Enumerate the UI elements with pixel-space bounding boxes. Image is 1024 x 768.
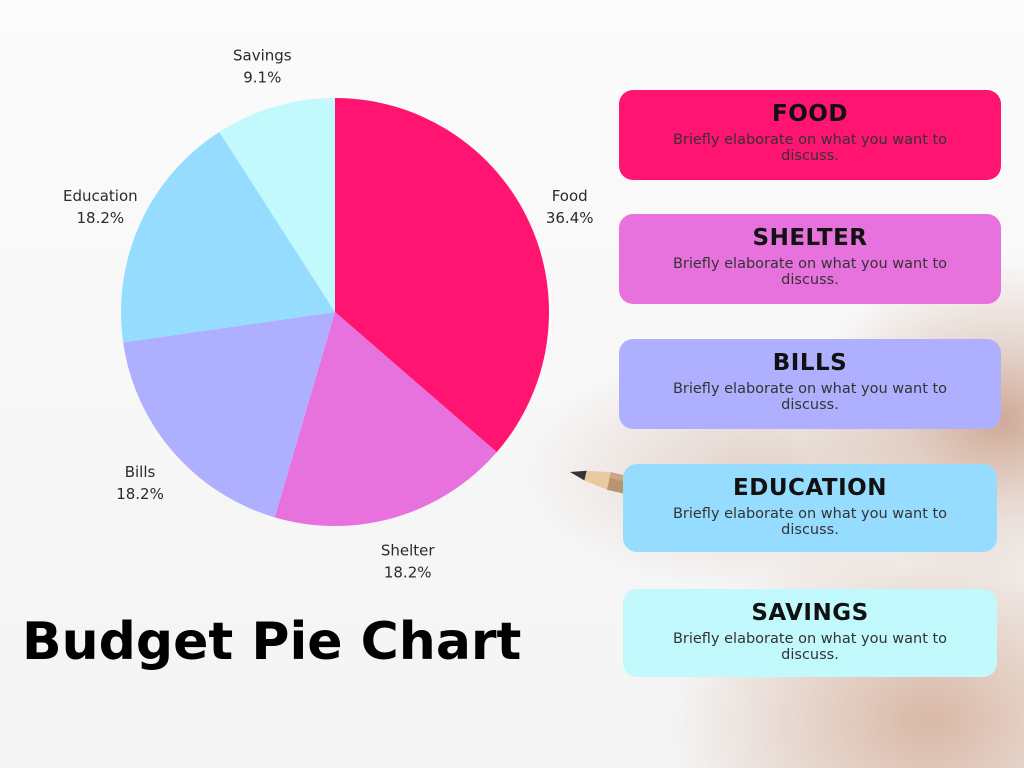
pie-slice-education — [121, 131, 335, 343]
card-text: Briefly elaborate on what you want to di… — [672, 631, 948, 663]
pie-label-savings: Savings 9.1% — [233, 46, 292, 86]
card-heading: SHELTER — [752, 225, 868, 251]
card-heading: EDUCATION — [733, 475, 887, 501]
pie-slice-savings — [219, 98, 335, 312]
pie-label-food: Food 36.4% — [546, 187, 594, 227]
card-heading: BILLS — [772, 350, 848, 376]
card-shelter: SHELTER Briefly elaborate on what you wa… — [619, 214, 1001, 304]
card-heading: FOOD — [772, 101, 848, 127]
pie-slice-shelter — [274, 312, 497, 526]
pie-label-bills: Bills 18.2% — [116, 463, 164, 503]
card-text: Briefly elaborate on what you want to di… — [672, 132, 948, 164]
card-text: Briefly elaborate on what you want to di… — [672, 506, 948, 538]
pie-label-education: Education 18.2% — [63, 187, 138, 227]
card-food: FOOD Briefly elaborate on what you want … — [619, 90, 1001, 180]
pie-slice-bills — [123, 312, 335, 518]
page-title: Budget Pie Chart — [22, 612, 522, 672]
pie-slice-food — [335, 98, 549, 453]
pie-label-shelter: Shelter 18.2% — [381, 542, 436, 582]
card-savings: SAVINGS Briefly elaborate on what you wa… — [623, 589, 997, 677]
card-text: Briefly elaborate on what you want to di… — [672, 381, 948, 413]
card-text: Briefly elaborate on what you want to di… — [672, 256, 948, 288]
card-education: EDUCATION Briefly elaborate on what you … — [623, 464, 997, 552]
card-heading: SAVINGS — [751, 600, 869, 626]
card-bills: BILLS Briefly elaborate on what you want… — [619, 339, 1001, 429]
